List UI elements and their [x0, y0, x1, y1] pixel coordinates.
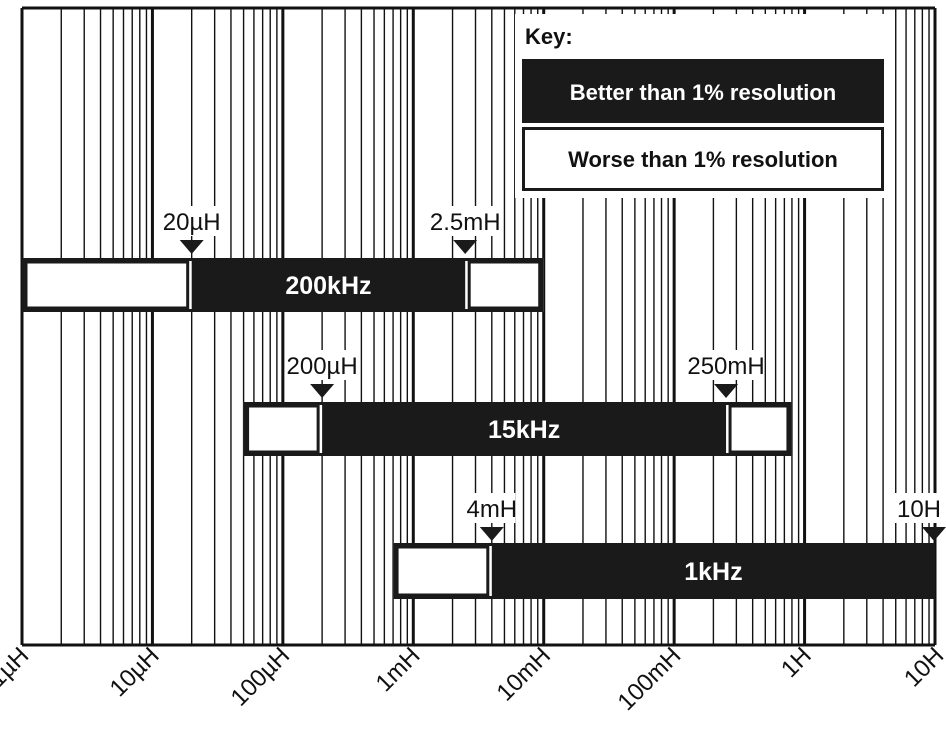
marker-label: 20µH — [163, 209, 221, 236]
bar-label: 200kHz — [285, 272, 371, 300]
worse-resolution-segment — [246, 404, 320, 454]
bar-outline — [22, 258, 544, 312]
legend: Key: Better than 1% resolution Worse than … — [515, 14, 895, 198]
x-tick-label: 10µH — [105, 642, 165, 702]
marker-label-background — [468, 493, 516, 523]
x-axis-tick-labels: 1µH 10µH 100µH 1mH 10mH 100mH 1H 10H — [0, 642, 946, 716]
legend-title: Key: — [525, 24, 573, 49]
marker-arrow — [922, 527, 946, 541]
bar-outline — [393, 543, 935, 599]
marker-label-background — [689, 350, 763, 380]
better-resolution-segment — [322, 402, 727, 456]
legend-swatch-better — [522, 59, 884, 123]
x-tick-label: 10mH — [492, 642, 556, 706]
range-marker: 250mH — [687, 350, 765, 398]
x-tick-label: 1µH — [0, 642, 34, 693]
range-marker: 20µH — [161, 206, 222, 254]
bar-1kHz: 1kHz — [393, 543, 936, 599]
marker-label: 200µH — [287, 353, 358, 380]
bar-200kHz: 200kHz — [22, 258, 544, 312]
x-tick-label: 100mH — [613, 642, 687, 716]
better-resolution-segment — [191, 258, 466, 312]
range-marker: 200µH — [285, 350, 359, 398]
frequency-bars: 200kHz 15kHz 1kHz — [22, 258, 936, 599]
range-marker: 4mH — [466, 493, 517, 541]
bar-label: 15kHz — [488, 416, 560, 444]
legend-label-better: Better than 1% resolution — [570, 80, 836, 105]
grid-lines — [20, 6, 937, 647]
range-marker: 10H — [894, 493, 946, 541]
legend-swatch-worse — [522, 127, 884, 191]
x-tick-label: 1mH — [371, 642, 426, 697]
bar-outline — [243, 402, 792, 456]
legend-label-worse: Worse than 1% resolution — [568, 147, 838, 172]
x-tick-label: 1H — [776, 642, 817, 683]
marker-label: 4mH — [466, 496, 517, 523]
marker-label: 250mH — [687, 353, 764, 380]
marker-label-background — [428, 206, 502, 236]
worse-resolution-segment — [24, 260, 190, 310]
marker-label-background — [161, 206, 222, 236]
better-resolution-segment — [491, 543, 935, 599]
marker-label-background — [285, 350, 359, 380]
marker-arrow — [479, 527, 504, 541]
worse-resolution-segment — [395, 545, 490, 597]
x-tick-label: 10H — [899, 642, 946, 692]
worse-resolution-segment — [467, 260, 542, 310]
range-markers: 20µH 2.5mH 200µH 250mH 4mH 10H — [161, 206, 946, 541]
marker-label: 2.5mH — [430, 209, 501, 236]
range-marker: 2.5mH — [428, 206, 502, 254]
marker-arrow — [179, 240, 204, 254]
marker-arrow — [453, 240, 478, 254]
bar-label: 1kHz — [684, 558, 742, 586]
worse-resolution-segment — [728, 404, 790, 454]
x-tick-label: 100µH — [226, 642, 295, 711]
marker-label-background — [894, 493, 941, 523]
marker-arrow — [310, 384, 335, 398]
bar-15kHz: 15kHz — [243, 402, 792, 456]
marker-arrow — [714, 384, 739, 398]
marker-label: 10H — [897, 496, 941, 523]
